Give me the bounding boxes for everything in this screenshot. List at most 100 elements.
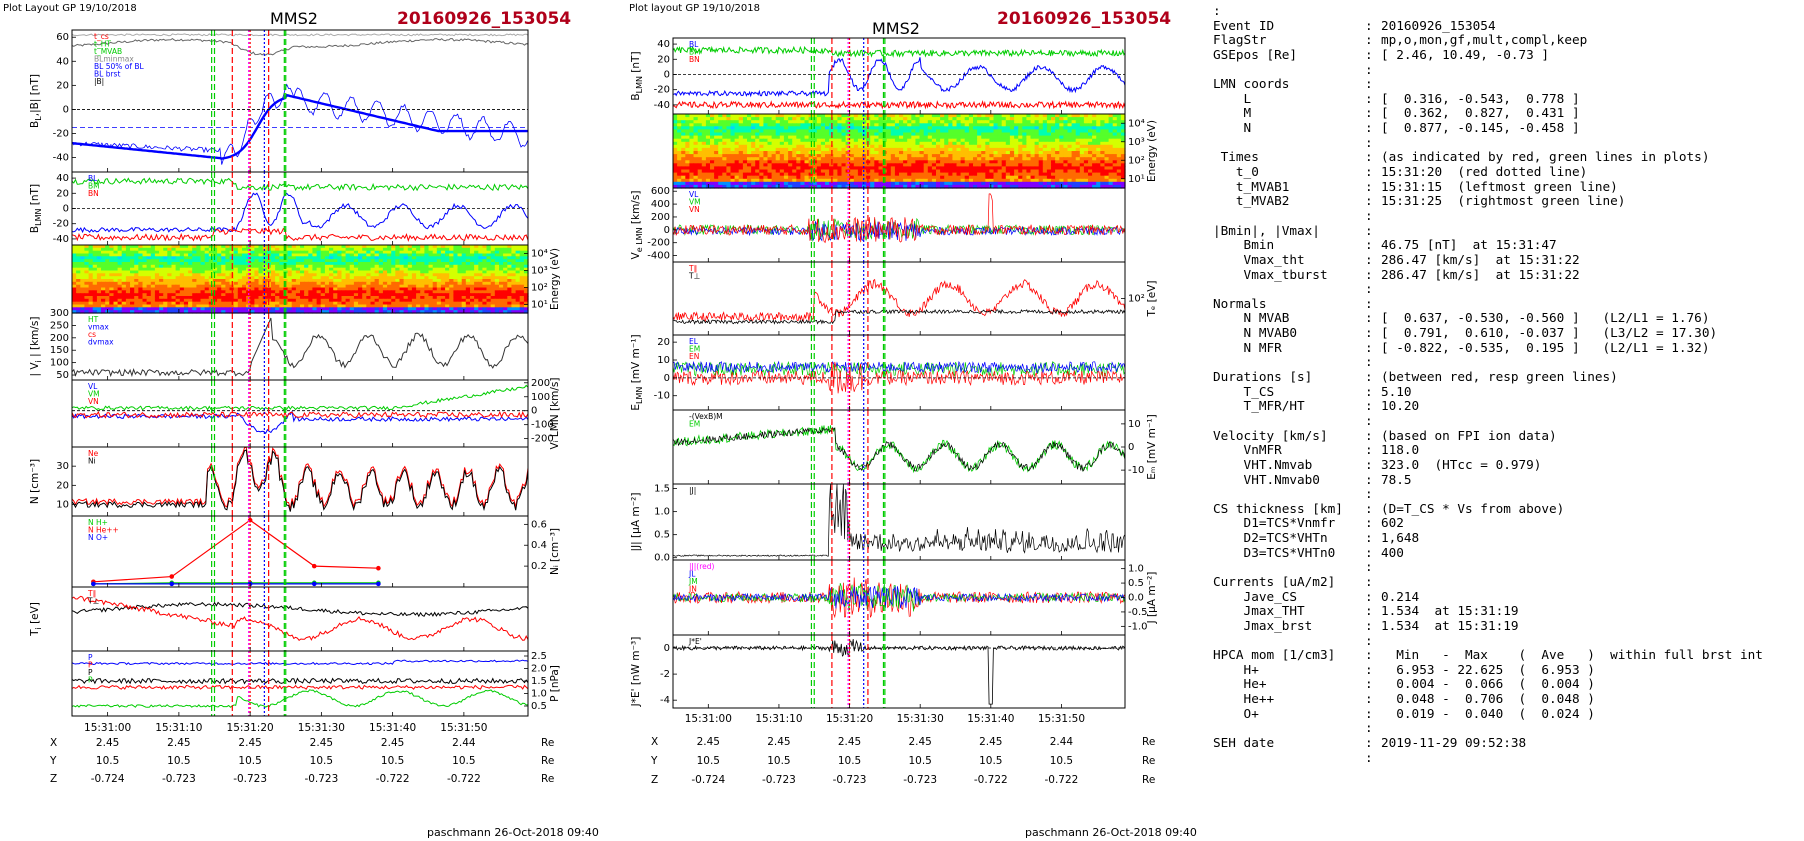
spectrogram-cell xyxy=(1030,166,1036,171)
spectrogram-cell xyxy=(1014,147,1019,152)
spectrogram-cell xyxy=(515,267,521,272)
left-panel-frame-p xyxy=(71,650,529,717)
spectrogram-cell xyxy=(1063,138,1069,143)
spectrogram-cell xyxy=(345,298,351,303)
spectrogram-cell xyxy=(258,307,264,311)
spectrogram-cell xyxy=(915,123,921,127)
spectrogram-cell xyxy=(159,262,164,266)
spectrogram-cell xyxy=(72,264,77,269)
spectrogram-cell xyxy=(449,276,454,280)
spectrogram-cell xyxy=(134,298,139,303)
spectrogram-cell xyxy=(936,114,941,118)
spectrogram-cell xyxy=(225,281,231,286)
spectrogram-cell xyxy=(1104,160,1110,164)
spectrogram-cell xyxy=(192,281,197,286)
spectrogram-cell xyxy=(283,296,289,300)
spectrogram-cell xyxy=(154,264,160,269)
left-time-label-1: 15:31:10 xyxy=(155,722,202,734)
spectrogram-cell xyxy=(275,298,280,303)
spectrogram-cell xyxy=(804,157,810,161)
spectrogram-cell xyxy=(1046,123,1052,127)
spectrogram-cell xyxy=(894,141,900,146)
spectrogram-cell xyxy=(362,267,367,272)
spectrogram-cell xyxy=(1063,147,1069,152)
spectrogram-cell xyxy=(308,245,313,249)
spectrogram-cell xyxy=(233,264,239,269)
spectrogram-cell xyxy=(295,253,301,257)
spectrogram-cell xyxy=(92,304,98,308)
spectrogram-cell xyxy=(212,293,218,297)
spectrogram-cell xyxy=(973,132,978,137)
spectrogram-cell xyxy=(362,287,367,291)
spectrogram-cell xyxy=(154,293,160,297)
spectrogram-cell xyxy=(420,296,425,300)
spectrogram-cell xyxy=(101,270,106,274)
spectrogram-cell xyxy=(857,120,863,124)
spectrogram-cell xyxy=(931,141,937,146)
spectrogram-cell xyxy=(316,281,322,286)
spectrogram-cell xyxy=(271,245,276,249)
spectrogram-cell xyxy=(919,129,925,134)
spectrogram-cell xyxy=(242,284,247,289)
spectrogram-cell xyxy=(804,144,810,149)
spectrogram-cell xyxy=(329,267,334,272)
spectrogram-cell xyxy=(453,273,459,277)
spectrogram-cell xyxy=(370,301,376,306)
spectrogram-cell xyxy=(407,301,413,306)
spectrogram-cell xyxy=(130,259,135,263)
spectrogram-cell xyxy=(981,151,986,155)
spectrogram-cell xyxy=(179,293,185,297)
spectrogram-cell xyxy=(138,262,143,266)
spectrogram-cell xyxy=(436,259,442,263)
spectrogram-cell xyxy=(445,247,450,252)
spectrogram-cell xyxy=(697,154,703,158)
spectrogram-cell xyxy=(461,281,467,286)
spectrogram-cell xyxy=(1005,166,1011,171)
spectrogram-cell xyxy=(915,163,921,167)
spectrogram-cell xyxy=(391,281,396,286)
spectrogram-cell xyxy=(457,259,463,263)
spectrogram-cell xyxy=(751,160,756,164)
spectrogram-cell xyxy=(304,247,309,252)
spectrogram-cell xyxy=(72,245,77,249)
spectrogram-cell xyxy=(387,293,392,297)
spectrogram-cell xyxy=(693,163,699,167)
spectrogram-cell xyxy=(779,160,785,164)
right-rblmn-legend-2: BN xyxy=(689,55,700,64)
spectrogram-cell xyxy=(907,157,912,161)
spectrogram-cell xyxy=(279,279,284,283)
spectrogram-cell xyxy=(1046,141,1052,146)
spectrogram-cell xyxy=(968,166,974,171)
spectrogram-cell xyxy=(907,144,912,149)
spectrogram-cell xyxy=(816,144,822,149)
rblmn-bm-line xyxy=(672,45,1126,58)
spectrogram-cell xyxy=(751,151,756,155)
spectrogram-cell xyxy=(1067,114,1073,118)
spectrogram-cell xyxy=(275,290,280,294)
spectrogram-cell xyxy=(192,262,197,266)
spectrogram-cell xyxy=(1116,129,1122,134)
spectrogram-cell xyxy=(919,117,925,121)
spectrogram-cell xyxy=(1030,138,1036,143)
spectrogram-cell xyxy=(411,281,417,286)
spectrogram-cell xyxy=(503,253,508,257)
spectrogram-cell xyxy=(109,273,114,277)
spectrogram-cell xyxy=(685,126,690,130)
spectrogram-cell xyxy=(76,290,81,294)
spectrogram-cell xyxy=(705,163,711,167)
spectrogram-cell xyxy=(1075,157,1081,161)
spectrogram-cell xyxy=(494,264,500,269)
spectrogram-cell xyxy=(212,296,218,300)
spectrogram-cell xyxy=(816,138,822,143)
spectrogram-cell xyxy=(212,284,218,289)
spectrogram-cell xyxy=(353,284,359,289)
spectrogram-cell xyxy=(899,141,904,146)
spectrogram-cell xyxy=(262,293,268,297)
spectrogram-cell xyxy=(242,296,247,300)
spectrogram-cell xyxy=(759,141,764,146)
spectrogram-cell xyxy=(730,135,736,140)
spectrogram-cell xyxy=(482,264,488,269)
spectrogram-cell xyxy=(726,129,732,134)
spectrogram-cell xyxy=(915,151,921,155)
spectrogram-cell xyxy=(936,160,941,164)
